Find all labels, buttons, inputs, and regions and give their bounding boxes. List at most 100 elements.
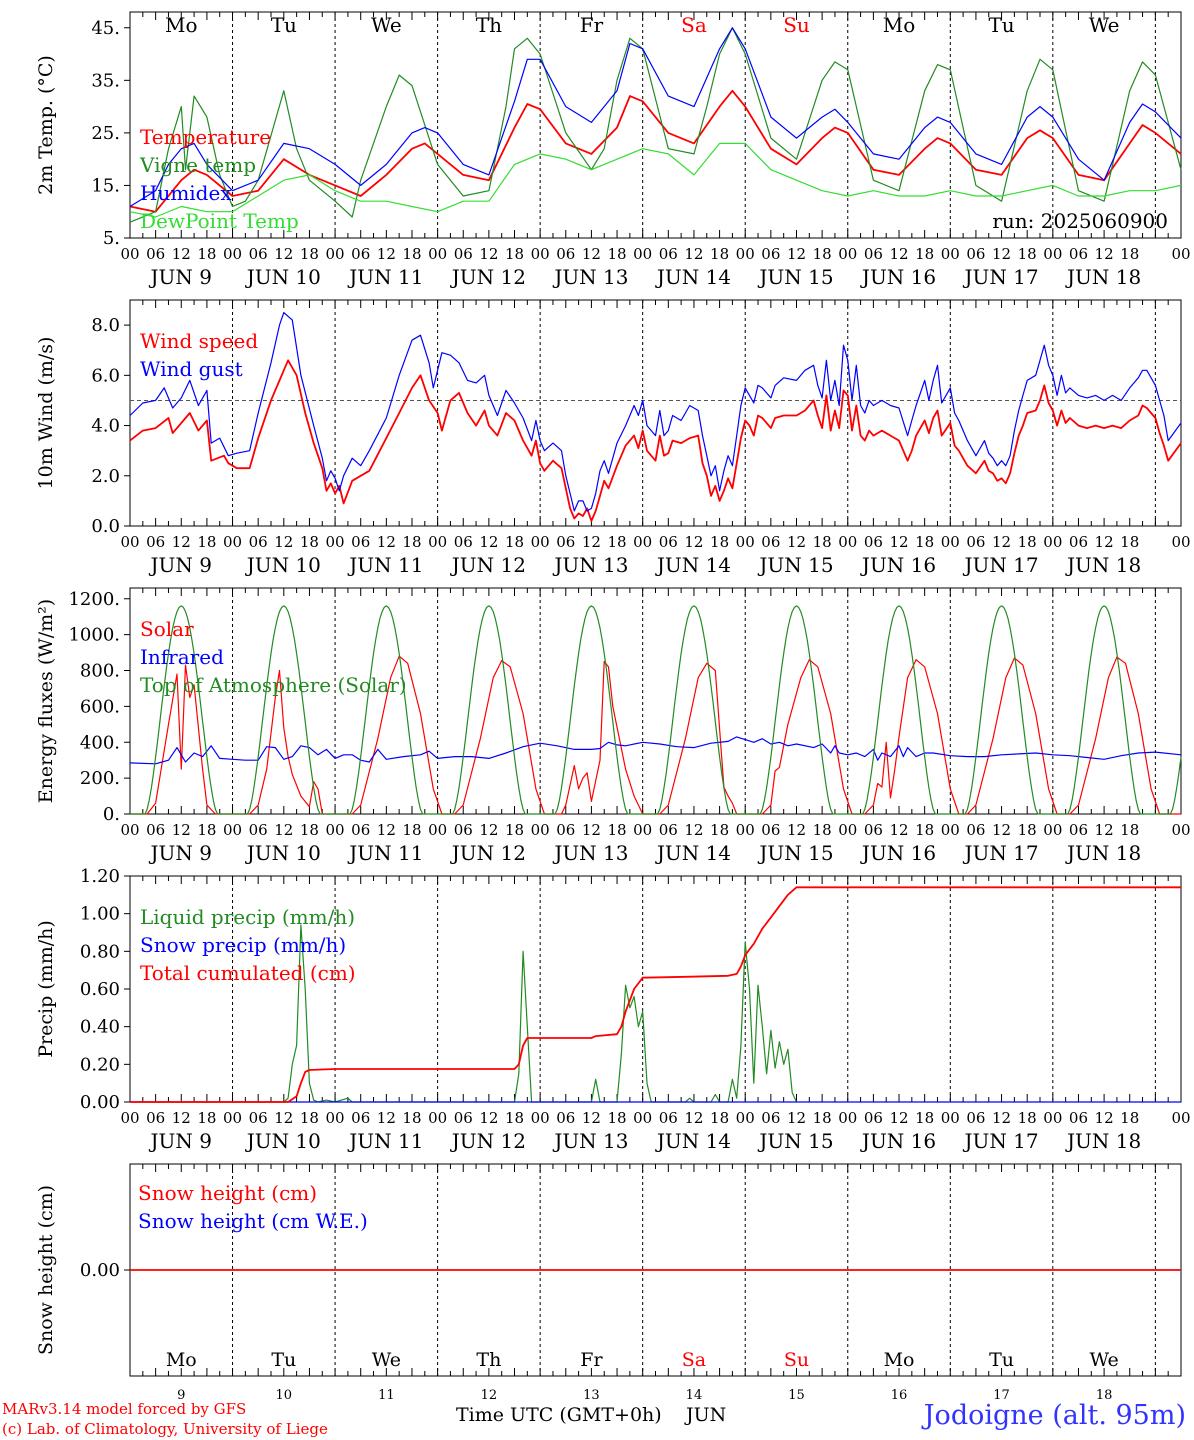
date-label: JUN 13	[552, 553, 628, 577]
hour-tick-label: 06	[659, 533, 678, 551]
day-number: 11	[378, 1388, 395, 1400]
hour-tick-label: 18	[505, 533, 524, 551]
hour-tick-label: 00	[633, 821, 652, 839]
hour-tick-label: 06	[249, 533, 268, 551]
hour-tick-label: 18	[300, 821, 319, 839]
series-temperature	[129, 89, 1182, 213]
date-label: JUN 18	[1065, 553, 1141, 577]
hour-tick-label: 06	[556, 245, 575, 263]
day-abbr-bottom: Mo	[166, 1349, 197, 1371]
hour-tick-label: 18	[710, 821, 729, 839]
y-tick-label: 800.	[80, 661, 120, 682]
run-label: run: 2025060900	[992, 209, 1168, 233]
date-label: JUN 17	[962, 1129, 1038, 1153]
hour-tick-label: 06	[966, 1109, 985, 1127]
series-top-of-atmosphere-solar	[130, 605, 1182, 815]
date-label: JUN 9	[149, 841, 212, 865]
day-number: 12	[481, 1388, 498, 1400]
hour-tick-label: 06	[351, 245, 370, 263]
y-tick-label: 0.80	[80, 941, 120, 962]
date-label: JUN 15	[757, 1129, 833, 1153]
hour-tick-label: 12	[377, 245, 396, 263]
hour-tick-label: 06	[1069, 1109, 1088, 1127]
date-label: JUN 11	[347, 841, 423, 865]
series-dewpoint-temp	[129, 142, 1182, 218]
hour-tick-label: 12	[787, 533, 806, 551]
date-label: JUN 13	[552, 841, 628, 865]
y-tick-label: 0.00	[80, 1092, 120, 1113]
date-label: JUN 18	[1065, 265, 1141, 289]
date-label: JUN 17	[962, 841, 1038, 865]
legend-temperature: Temperature	[140, 125, 271, 149]
hour-tick-label: 12	[582, 821, 601, 839]
hour-tick-label: 12	[889, 821, 908, 839]
date-label: JUN 12	[450, 841, 526, 865]
date-label: JUN 16	[860, 1129, 936, 1153]
date-label: JUN 15	[757, 553, 833, 577]
hour-tick-label: 18	[300, 245, 319, 263]
hour-tick-label: 00	[838, 533, 857, 551]
hour-tick-label: 06	[454, 821, 473, 839]
day-number: 13	[583, 1388, 600, 1400]
y-tick-label: 1.00	[80, 904, 120, 925]
date-label: JUN 12	[450, 1129, 526, 1153]
hour-tick-label: 12	[377, 1109, 396, 1127]
hour-tick-label: 00	[326, 1109, 345, 1127]
hour-tick-label: 18	[608, 533, 627, 551]
hour-tick-label: 06	[351, 533, 370, 551]
hour-tick-label: 12	[377, 821, 396, 839]
hour-tick-label: 06	[1069, 821, 1088, 839]
hour-tick-label: 12	[582, 245, 601, 263]
hour-tick-label: 12	[274, 821, 293, 839]
series-vigne-temp	[129, 27, 1182, 223]
hour-tick-label: 06	[249, 245, 268, 263]
hour-tick-label: 12	[1095, 533, 1114, 551]
day-number: 10	[276, 1388, 293, 1400]
hour-tick-label: 12	[992, 821, 1011, 839]
date-label: JUN 10	[245, 265, 321, 289]
hour-tick-label: 18	[1120, 821, 1139, 839]
hour-tick-label: 00	[120, 1109, 139, 1127]
hour-tick-label: 06	[1069, 245, 1088, 263]
y-axis-label: 10m Wind (m/s)	[35, 337, 57, 490]
hour-tick-label: 18	[402, 821, 421, 839]
day-number: 18	[1096, 1388, 1113, 1400]
date-label: JUN 9	[149, 265, 212, 289]
hour-tick-label: 12	[889, 533, 908, 551]
hour-tick-label: 00	[1043, 1109, 1062, 1127]
hour-tick-label: 00	[326, 533, 345, 551]
date-label: JUN 15	[757, 841, 833, 865]
hour-tick-label: 18	[197, 533, 216, 551]
legend-solar: Solar	[140, 617, 194, 641]
hour-tick-label: 06	[454, 1109, 473, 1127]
hour-tick-label: 06	[761, 245, 780, 263]
hour-tick-label: 00	[838, 821, 857, 839]
hour-tick-label: 18	[915, 821, 934, 839]
y-tick-label: 400.	[80, 732, 120, 753]
day-abbr-bottom: Sa	[682, 1349, 706, 1371]
hour-tick-label: 00	[428, 821, 447, 839]
hour-tick-label: 18	[608, 1109, 627, 1127]
hour-tick-label: 00	[941, 533, 960, 551]
hour-tick-label: 00	[838, 1109, 857, 1127]
hour-tick-label: 12	[889, 245, 908, 263]
panel-frame	[129, 299, 1182, 527]
y-tick-label: 0.0	[91, 516, 120, 537]
hour-tick-label: 18	[402, 1109, 421, 1127]
hour-tick-label: 12	[889, 1109, 908, 1127]
hour-tick-label: 06	[249, 1109, 268, 1127]
date-label: JUN 12	[450, 265, 526, 289]
y-tick-label: 0.00	[80, 1260, 120, 1281]
hour-tick-label: 00	[838, 245, 857, 263]
day-number: 16	[891, 1388, 908, 1400]
y-tick-label: 0.20	[80, 1054, 120, 1075]
hour-tick-label: 00	[428, 245, 447, 263]
lab-credit: (c) Lab. of Climatology, University of L…	[2, 1420, 328, 1438]
y-tick-label: 200.	[80, 768, 120, 789]
y-tick-label: 600.	[80, 696, 120, 717]
hour-tick-label: 18	[300, 533, 319, 551]
hour-tick-label: 00	[223, 245, 242, 263]
hour-tick-label: 06	[864, 1109, 883, 1127]
hour-tick-label: 00	[223, 1109, 242, 1127]
y-axis-label: 2m Temp. (°C)	[35, 55, 57, 195]
